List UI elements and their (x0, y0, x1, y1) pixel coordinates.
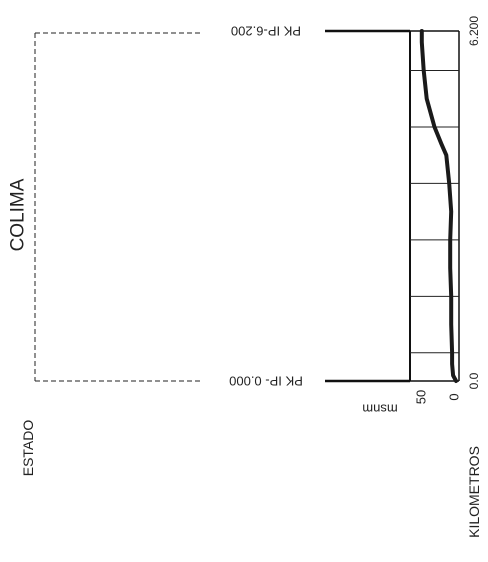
elevation-profile-line (419, 29, 459, 383)
elevation-tick-50: 50 (414, 390, 429, 404)
km-header: KILOMETROS (466, 446, 482, 538)
km-tick-end: 6.200 (467, 16, 481, 46)
pk-start-label: PK IP- 0.000 (229, 374, 303, 389)
elevation-unit-label: msnm (362, 402, 397, 417)
estado-header: ESTADO (20, 420, 36, 477)
state-boundary-bracket (34, 32, 200, 382)
pk-end-label: PK IP-6.200 (231, 24, 301, 39)
elevation-tick-0: 0 (447, 393, 462, 400)
chart-frame (409, 30, 460, 382)
km-tick-start: 0.0 (467, 372, 481, 389)
state-name: COLIMA (8, 178, 29, 251)
